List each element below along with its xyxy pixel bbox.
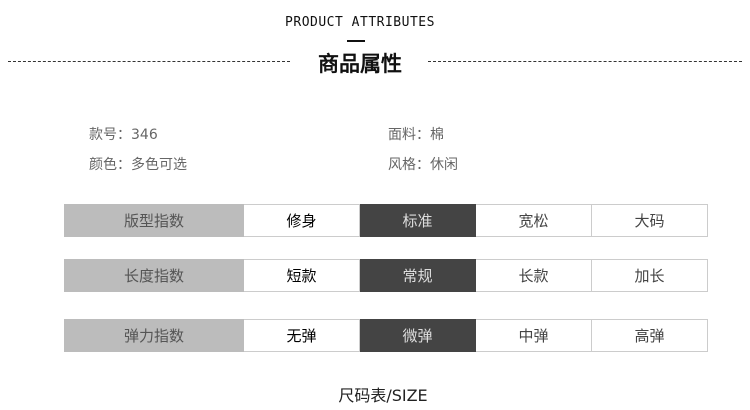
attr-style: 风格：休闲 — [388, 157, 458, 173]
index-option-selected: 微弹 — [360, 319, 476, 352]
attr-fabric: 面料：棉 — [388, 127, 444, 143]
index-option: 修身 — [244, 204, 360, 237]
index-label: 弹力指数 — [64, 319, 244, 352]
dashed-divider-right — [428, 61, 742, 62]
index-option: 大码 — [592, 204, 708, 237]
index-option: 中弹 — [476, 319, 592, 352]
attr-color: 颜色：多色可选 — [89, 157, 187, 173]
dashed-divider-left — [8, 61, 290, 62]
attr-style-number: 款号：346 — [89, 127, 158, 143]
index-option-selected: 常规 — [360, 259, 476, 292]
index-label: 长度指数 — [64, 259, 244, 292]
index-option: 高弹 — [592, 319, 708, 352]
fit-index-row: 版型指数 修身 标准 宽松 大码 — [64, 204, 708, 237]
index-option-selected: 标准 — [360, 204, 476, 237]
page-title: 商品属性 — [318, 52, 402, 76]
index-label: 版型指数 — [64, 204, 244, 237]
index-option: 无弹 — [244, 319, 360, 352]
index-option: 长款 — [476, 259, 592, 292]
index-option: 宽松 — [476, 204, 592, 237]
index-option: 加长 — [592, 259, 708, 292]
title-underline — [347, 40, 365, 42]
english-title: PRODUCT ATTRIBUTES — [285, 15, 435, 30]
index-option: 短款 — [244, 259, 360, 292]
length-index-row: 长度指数 短款 常规 长款 加长 — [64, 259, 708, 292]
elasticity-index-row: 弹力指数 无弹 微弹 中弹 高弹 — [64, 319, 708, 352]
size-chart-title: 尺码表/SIZE — [338, 386, 428, 405]
